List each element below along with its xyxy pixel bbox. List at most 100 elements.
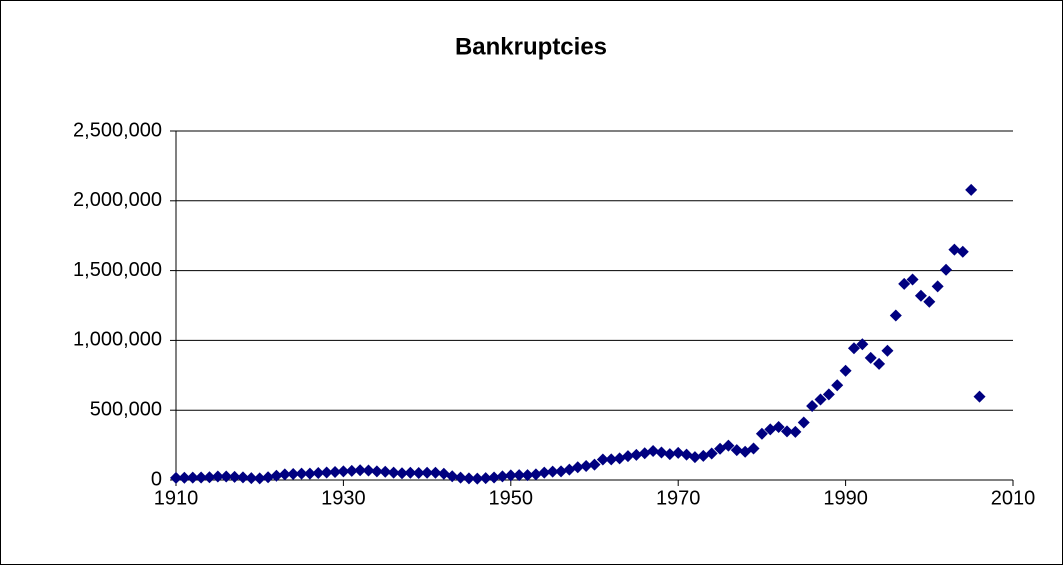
x-tick-label: 1950 [489,487,534,509]
point [873,357,886,370]
x-tick-label: 1990 [823,487,868,509]
point [948,243,961,256]
point [889,309,902,322]
point [781,425,794,438]
point [521,469,534,482]
point [421,466,434,479]
point [605,453,618,466]
point [429,466,442,479]
point [898,277,911,290]
point [688,451,701,464]
point [303,467,316,480]
point [789,425,802,438]
point [446,470,459,483]
y-tick-label: 1,500,000 [73,259,162,281]
point [236,471,249,484]
point [822,388,835,401]
point [940,263,953,276]
point [672,446,685,459]
point [906,273,919,286]
point [973,390,986,403]
point [345,464,358,477]
point [663,448,676,461]
point [395,467,408,480]
chart-title: Bankruptcies [455,33,607,60]
point [379,465,392,478]
point [839,364,852,377]
x-tick-label: 1910 [154,487,199,509]
point [370,465,383,478]
point [613,452,626,465]
point [287,467,300,480]
point [555,465,568,478]
point [596,453,609,466]
point [245,472,258,485]
point [479,472,492,485]
point [354,464,367,477]
point [186,471,199,484]
point [747,442,760,455]
y-tick-label: 0 [151,468,162,490]
point [621,450,634,463]
point [831,379,844,392]
x-tick-label: 1970 [656,487,701,509]
point [513,469,526,482]
point [580,460,593,473]
point [529,468,542,481]
y-tick-label: 2,000,000 [73,189,162,211]
point [647,444,660,457]
point [538,466,551,479]
point [253,472,266,485]
point [211,470,224,483]
point [806,400,819,413]
point [814,393,827,406]
point [923,295,936,308]
point [881,344,894,357]
point [329,466,342,479]
point [655,446,668,459]
point [488,471,501,484]
point [772,420,785,433]
point [705,447,718,460]
point [722,439,735,452]
point [262,471,275,484]
point [228,470,241,483]
point [404,466,417,479]
point [195,471,208,484]
point [730,444,743,457]
point [454,471,467,484]
y-tick-label: 500,000 [90,398,162,420]
point [220,470,233,483]
point [278,468,291,481]
x-tick-label: 2010 [991,487,1036,509]
point [471,472,484,485]
point [797,416,810,429]
y-tick-label: 1,000,000 [73,329,162,351]
y-tick-label: 2,500,000 [73,119,162,141]
point [270,469,283,482]
point [320,466,333,479]
point [295,467,308,480]
point [178,471,191,484]
point [864,351,877,364]
point [956,245,969,258]
point [588,458,601,471]
point [630,448,643,461]
point [504,469,517,482]
point [170,471,182,484]
point [965,183,978,196]
point [638,447,651,460]
point [931,280,944,293]
point [337,465,350,478]
point [462,472,475,485]
point [496,470,509,483]
point [203,471,216,484]
point [847,342,860,355]
point [387,466,400,479]
point [914,289,927,302]
point [362,464,375,477]
point [546,465,559,478]
